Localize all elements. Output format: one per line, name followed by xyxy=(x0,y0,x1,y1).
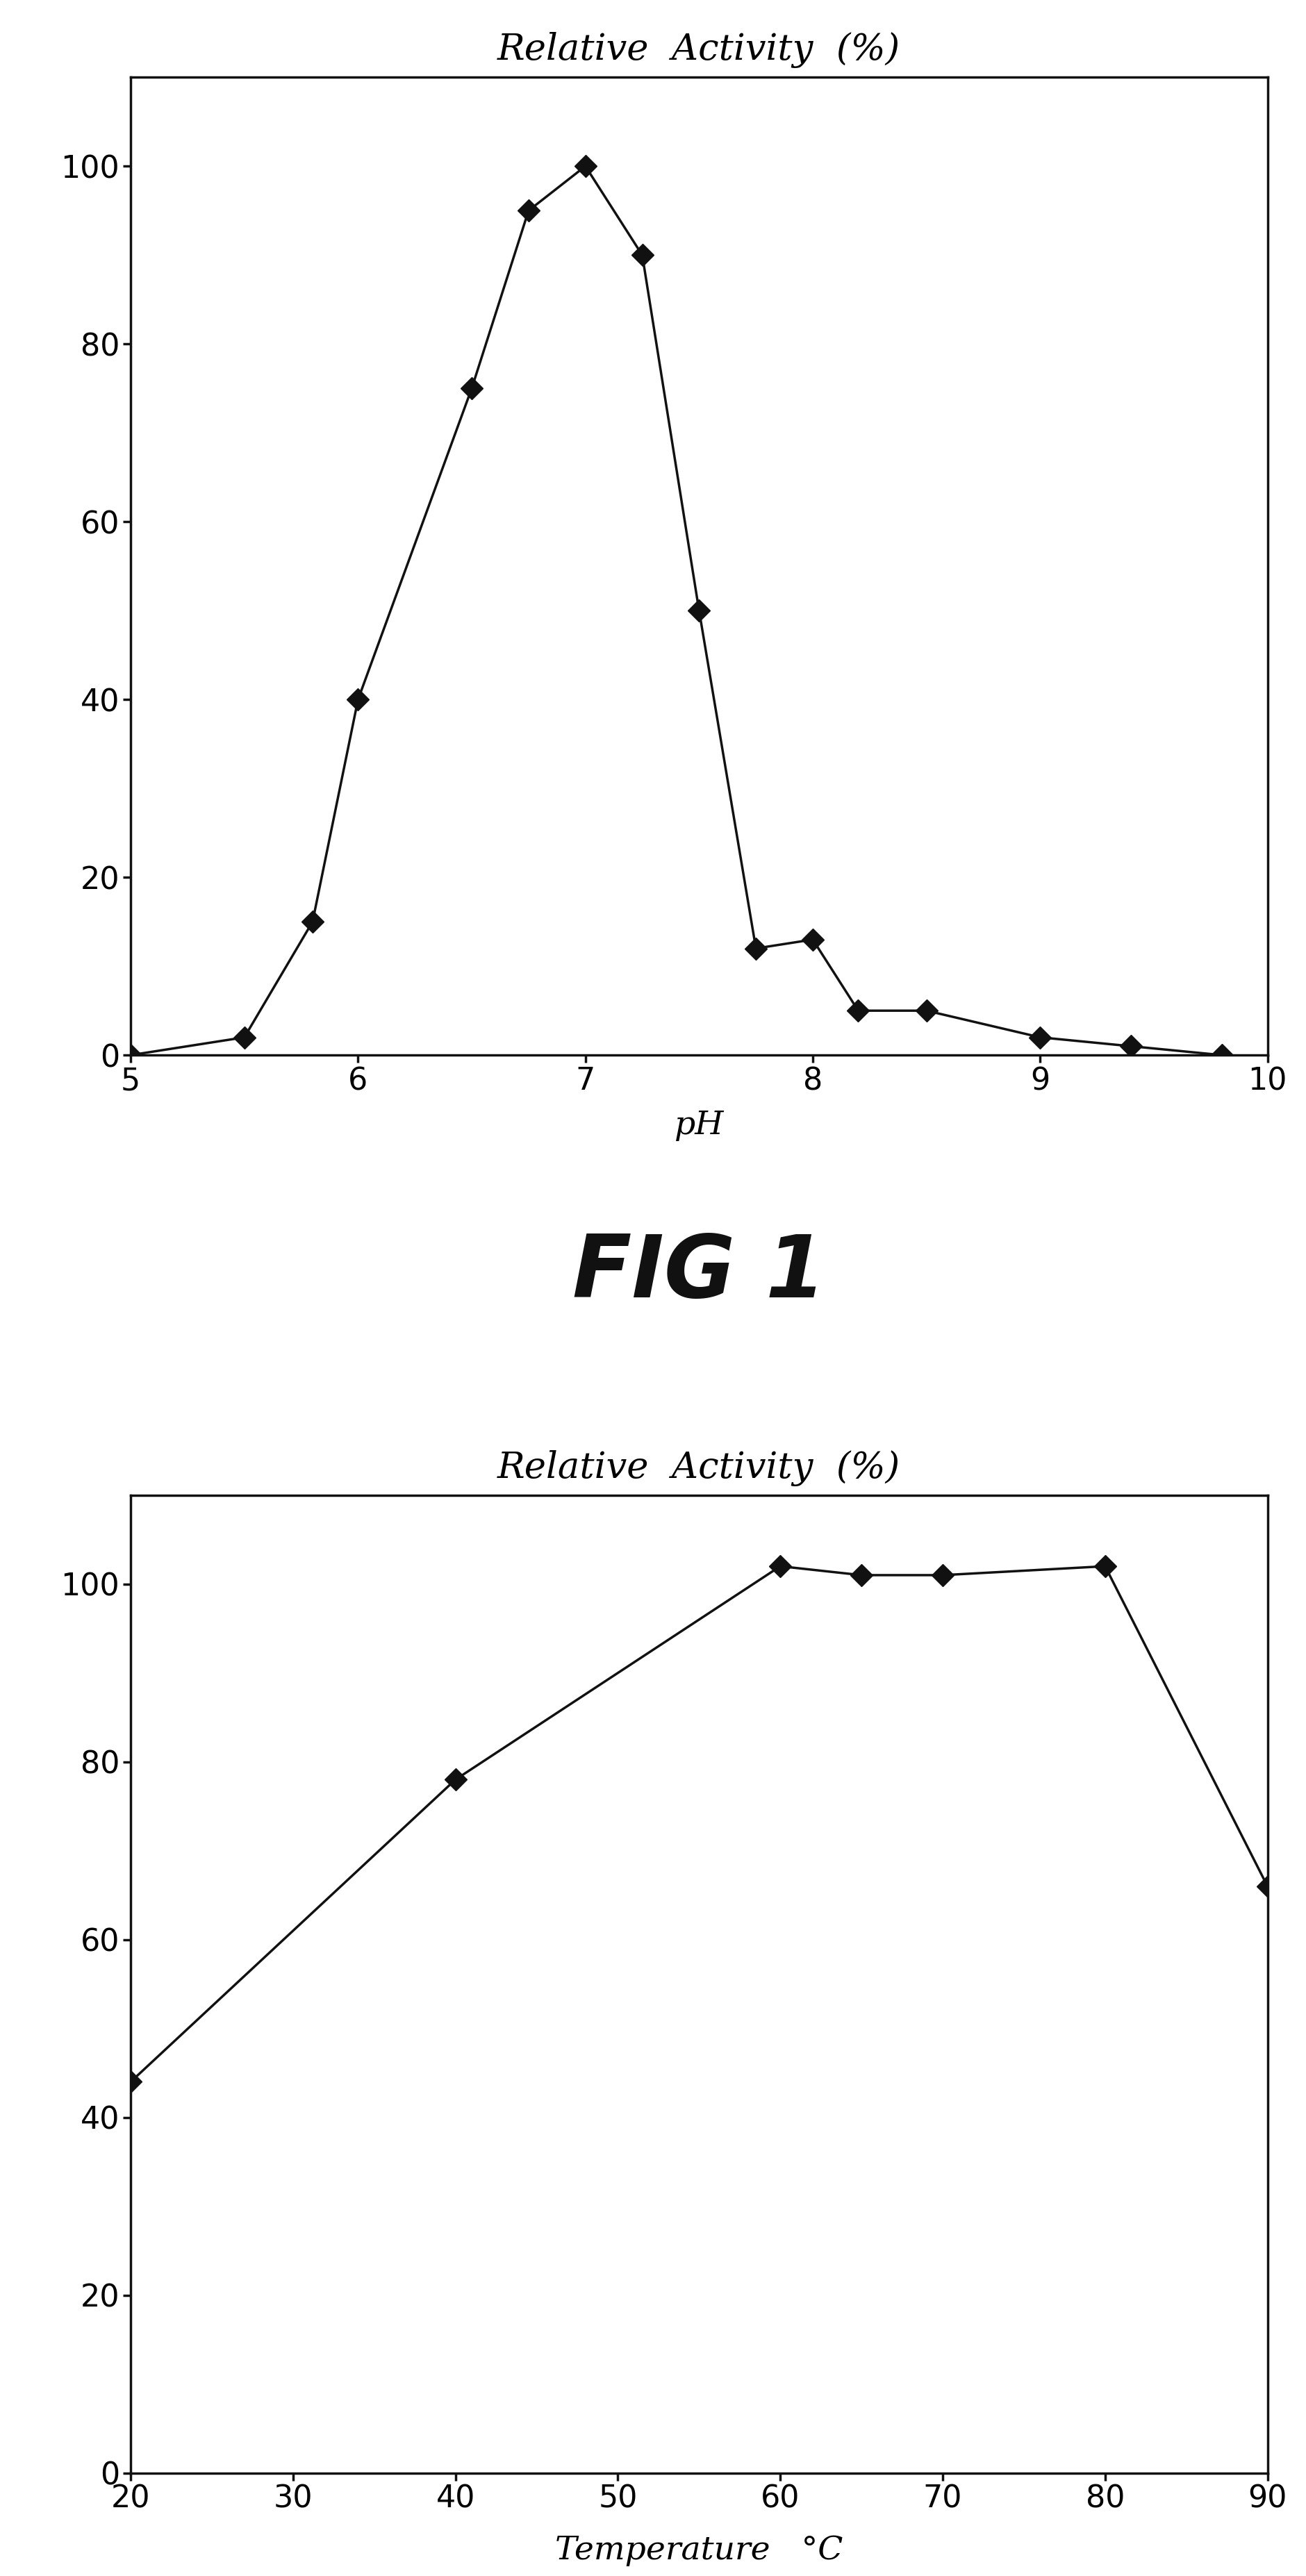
X-axis label: Temperature   °C: Temperature °C xyxy=(555,2535,842,2566)
Text: FIG 1: FIG 1 xyxy=(572,1231,825,1316)
Title: Relative  Activity  (%): Relative Activity (%) xyxy=(498,1450,900,1486)
X-axis label: pH: pH xyxy=(674,1110,724,1141)
Title: Relative  Activity  (%): Relative Activity (%) xyxy=(498,31,900,67)
